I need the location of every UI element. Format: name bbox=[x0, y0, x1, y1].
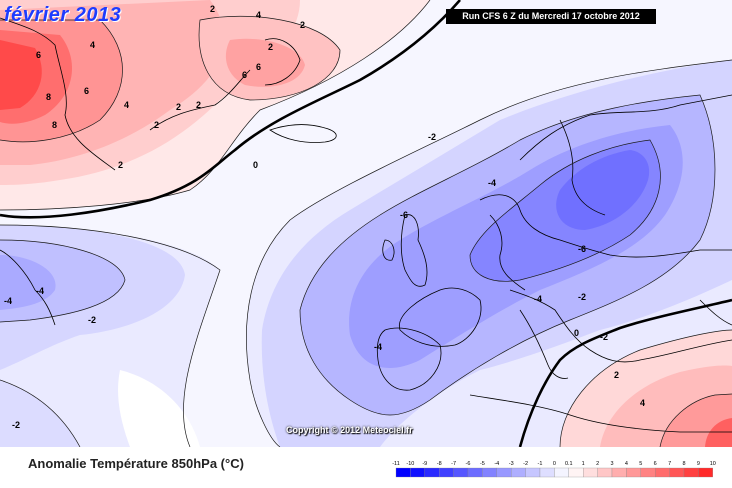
contour-label: 2 bbox=[614, 370, 619, 380]
color-swatch bbox=[410, 467, 425, 478]
scale-tick-label: -5 bbox=[480, 461, 485, 467]
scale-tick-label: 6 bbox=[654, 461, 657, 467]
color-swatch bbox=[395, 467, 411, 478]
color-swatch bbox=[424, 467, 440, 478]
coastlines bbox=[0, 17, 732, 433]
scale-tick-label: 0.1 bbox=[565, 461, 573, 467]
contour-labels: 6 8 6 8 4 2 2 4 6 6 2 2 2 4 2 2 0 -2 -4 … bbox=[4, 4, 645, 430]
contour-label: 2 bbox=[154, 120, 159, 130]
map-title: février 2013 bbox=[4, 4, 122, 26]
color-swatch bbox=[467, 467, 483, 478]
scale-tick-label: -2 bbox=[523, 461, 528, 467]
contour-label: 6 bbox=[36, 50, 41, 60]
contour-label: 2 bbox=[176, 102, 181, 112]
scale-tick-label: 8 bbox=[682, 461, 685, 467]
scale-tick-label: -10 bbox=[406, 461, 414, 467]
contour-label: -4 bbox=[36, 286, 44, 296]
legend-caption: Anomalie Température 850hPa (°C) bbox=[28, 456, 244, 471]
color-swatch bbox=[568, 467, 584, 478]
contour-label: 8 bbox=[52, 120, 57, 130]
color-swatch bbox=[626, 467, 641, 478]
warm-anomaly-zone bbox=[0, 40, 42, 110]
contour-label: -6 bbox=[400, 210, 408, 220]
scale-tick-label: 1 bbox=[582, 461, 585, 467]
anomaly-isolines bbox=[0, 0, 732, 447]
contour-label: 6 bbox=[256, 62, 261, 72]
contour-label: 4 bbox=[124, 100, 129, 110]
color-swatch bbox=[597, 467, 613, 478]
color-swatch bbox=[583, 467, 598, 478]
legend-footer: Anomalie Température 850hPa (°C) -11 -10-… bbox=[0, 447, 732, 488]
temperature-anomaly-map: 6 8 6 8 4 2 2 4 6 6 2 2 2 4 2 2 0 -2 -4 … bbox=[0, 0, 732, 447]
contour-label: -4 bbox=[488, 178, 496, 188]
scale-tick-label: 0 bbox=[553, 461, 556, 467]
contour-label: -6 bbox=[578, 244, 586, 254]
contour-label: 2 bbox=[196, 100, 201, 110]
scale-tick-label: -8 bbox=[437, 461, 442, 467]
scale-tick-label: -9 bbox=[422, 461, 427, 467]
color-swatch bbox=[611, 467, 627, 478]
contour-label: 0 bbox=[253, 160, 258, 170]
scale-tick-label: 9 bbox=[697, 461, 700, 467]
contour-label: 4 bbox=[90, 40, 95, 50]
contour-label: 6 bbox=[84, 86, 89, 96]
color-swatch bbox=[683, 467, 699, 478]
contour-label: -2 bbox=[428, 132, 436, 142]
contour-label: 8 bbox=[46, 92, 51, 102]
scale-tick-label: -4 bbox=[494, 461, 499, 467]
scale-tick-label: 7 bbox=[668, 461, 671, 467]
scale-tick-label: -11 bbox=[392, 461, 400, 467]
map-canvas: 6 8 6 8 4 2 2 4 6 6 2 2 2 4 2 2 0 -2 -4 … bbox=[0, 0, 732, 447]
cold-anomaly-zone bbox=[0, 380, 80, 447]
contour-label: -2 bbox=[88, 315, 96, 325]
contour-label: -4 bbox=[4, 296, 12, 306]
contour-label: -4 bbox=[534, 294, 542, 304]
scale-tick-label: -1 bbox=[538, 461, 543, 467]
contour-label: -2 bbox=[578, 292, 586, 302]
run-info-banner: Run CFS 6 Z du Mercredi 17 octobre 2012 bbox=[446, 9, 656, 24]
contour-label: -4 bbox=[374, 342, 382, 352]
zero-anomaly-line bbox=[0, 0, 732, 447]
color-swatch bbox=[539, 467, 555, 478]
contour-label: 2 bbox=[300, 20, 305, 30]
copyright-notice: Copyright © 2012 Meteociel.fr bbox=[286, 425, 413, 435]
contour-label: -2 bbox=[600, 332, 608, 342]
scale-tick-label: -6 bbox=[466, 461, 471, 467]
scale-tick-label: 10 bbox=[710, 461, 716, 467]
scale-tick-label: 5 bbox=[639, 461, 642, 467]
scale-tick-label: 4 bbox=[625, 461, 628, 467]
color-swatch bbox=[525, 467, 541, 478]
scale-tick-label: -7 bbox=[451, 461, 456, 467]
color-swatch bbox=[482, 467, 497, 478]
contour-label: 4 bbox=[640, 398, 645, 408]
color-swatch bbox=[511, 467, 526, 478]
scale-tick-label: 2 bbox=[596, 461, 599, 467]
color-scale: -11 -10 -9 -8 -7 -6 -5 -4 -3 -2 -1 0 0.1 1 2 3 4 5 6 7 8 9 10 bbox=[392, 461, 716, 478]
contour-label: -2 bbox=[12, 420, 20, 430]
color-swatch bbox=[698, 467, 713, 478]
cold-anomaly-zone bbox=[0, 255, 56, 310]
color-swatch bbox=[453, 467, 469, 478]
cold-anomaly-zone bbox=[556, 150, 650, 230]
color-swatch bbox=[554, 467, 569, 478]
contour-label: 2 bbox=[268, 42, 273, 52]
scale-tick-label: -3 bbox=[509, 461, 514, 467]
color-swatch bbox=[439, 467, 454, 478]
color-swatch bbox=[640, 467, 656, 478]
color-swatch bbox=[669, 467, 685, 478]
contour-label: 0 bbox=[574, 328, 579, 338]
contour-label: 2 bbox=[210, 4, 215, 14]
neutral-anomaly-zone bbox=[118, 370, 200, 447]
contour-label: 2 bbox=[118, 160, 123, 170]
scale-tick-label: 3 bbox=[610, 461, 613, 467]
color-swatch bbox=[655, 467, 670, 478]
contour-label: 6 bbox=[242, 70, 247, 80]
warm-anomaly-zone bbox=[705, 418, 732, 447]
color-swatch bbox=[496, 467, 512, 478]
contour-label: 4 bbox=[256, 10, 261, 20]
neutral-anomaly-zone bbox=[0, 0, 732, 447]
